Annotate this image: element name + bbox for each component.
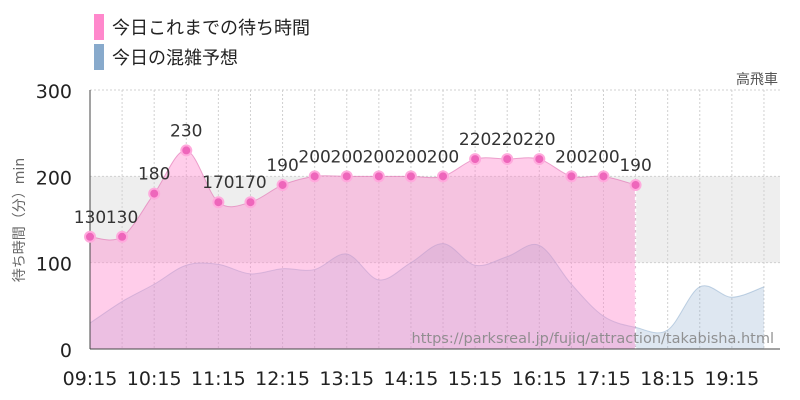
forecast-line <box>89 243 765 334</box>
data-point <box>565 170 578 183</box>
data-label: 170 <box>234 173 266 193</box>
data-point <box>84 230 96 243</box>
data-label: 170 <box>202 173 234 193</box>
data-label: 220 <box>523 130 555 150</box>
data-label: 190 <box>266 156 298 176</box>
data-label: 200 <box>331 147 363 167</box>
legend-item-forecast[interactable]: 今日の混雑予想 <box>94 42 310 72</box>
data-label: 220 <box>459 130 491 150</box>
y-tick-label: 100 <box>36 254 72 276</box>
data-label: 220 <box>491 130 523 150</box>
data-point <box>437 170 450 183</box>
data-point <box>212 196 225 209</box>
watermark: https://parksreal.jp/fujiq/attraction/ta… <box>412 331 774 347</box>
data-label: 130 <box>74 208 106 228</box>
x-tick-label: 13:15 <box>319 368 374 390</box>
y-tick-label: 300 <box>36 81 72 103</box>
x-tick-label: 11:15 <box>191 368 246 390</box>
y-tick-label: 200 <box>36 167 72 189</box>
data-label: 200 <box>427 147 459 167</box>
data-label: 130 <box>106 208 138 228</box>
x-tick-label: 15:15 <box>448 368 503 390</box>
data-label: 180 <box>138 165 170 185</box>
data-label: 200 <box>587 147 619 167</box>
data-point <box>501 153 514 166</box>
actual-area <box>90 150 636 349</box>
data-label: 230 <box>170 121 202 141</box>
y-tick-label: 0 <box>60 340 72 362</box>
data-label: 200 <box>363 147 395 167</box>
highlight-band <box>90 176 780 263</box>
legend-item-actual[interactable]: 今日これまでの待ち時間 <box>94 12 310 42</box>
data-point <box>372 170 385 183</box>
data-point <box>340 170 353 183</box>
data-point <box>629 178 642 191</box>
data-point <box>308 170 321 183</box>
x-tick-label: 12:15 <box>255 368 310 390</box>
x-tick-label: 09:15 <box>63 368 118 390</box>
attraction-name: 高飛車 <box>736 71 778 88</box>
x-tick-label: 17:15 <box>576 368 631 390</box>
x-tick-label: 19:15 <box>704 368 759 390</box>
grid <box>89 89 780 349</box>
data-point <box>244 196 257 209</box>
data-point <box>533 153 546 166</box>
x-tick-label: 16:15 <box>512 368 567 390</box>
data-point <box>597 170 610 183</box>
data-label: 200 <box>298 147 330 167</box>
series-areas <box>89 149 765 349</box>
x-tick-label: 10:15 <box>127 368 182 390</box>
band-100-200 <box>90 176 780 263</box>
data-point <box>276 178 289 191</box>
x-tick-label: 18:15 <box>640 368 695 390</box>
legend: 今日これまでの待ち時間 今日の混雑予想 <box>94 12 310 72</box>
data-point <box>404 170 417 183</box>
legend-label-actual: 今日これまでの待ち時間 <box>112 18 310 39</box>
x-tick-label: 14:15 <box>384 368 439 390</box>
data-label: 200 <box>555 147 587 167</box>
data-point <box>116 230 129 243</box>
data-point <box>469 153 482 166</box>
legend-label-forecast: 今日の混雑予想 <box>112 48 238 69</box>
legend-swatch-forecast <box>94 44 104 70</box>
data-label: 200 <box>395 147 427 167</box>
data-point <box>180 144 193 157</box>
y-axis-label: 待ち時間（分）min <box>12 158 28 282</box>
forecast-area <box>90 243 764 349</box>
axes: 0 100 200 300 09:15 10:15 11:15 12:15 13:15 14:15… <box>36 81 780 390</box>
data-point <box>148 187 161 200</box>
data-label: 190 <box>619 156 651 176</box>
legend-swatch-actual <box>94 14 104 40</box>
